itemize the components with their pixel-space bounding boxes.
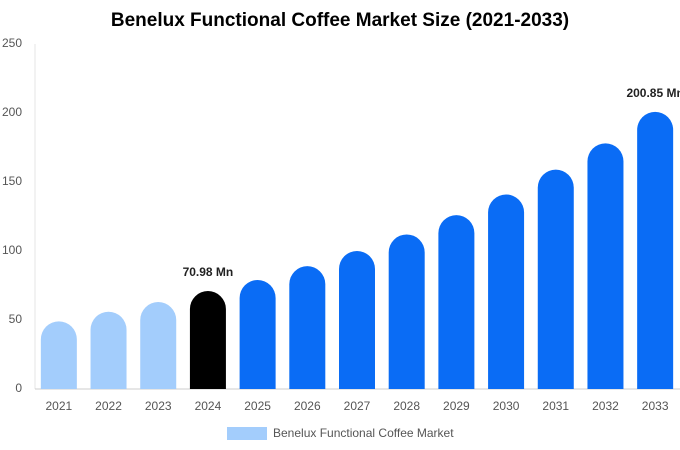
x-tick-label: 2026 bbox=[294, 399, 321, 413]
chart-title: Benelux Functional Coffee Market Size (2… bbox=[111, 10, 569, 31]
y-tick-label: 50 bbox=[9, 312, 23, 326]
x-tick-label: 2031 bbox=[542, 399, 569, 413]
bar bbox=[90, 311, 127, 389]
bar bbox=[40, 321, 77, 389]
y-tick-label: 150 bbox=[2, 174, 22, 188]
legend-label: Benelux Functional Coffee Market bbox=[273, 426, 454, 440]
bar bbox=[239, 279, 276, 389]
x-tick-label: 2028 bbox=[393, 399, 420, 413]
value-label: 70.98 Mn bbox=[183, 265, 234, 279]
bar bbox=[537, 169, 574, 389]
bar bbox=[388, 234, 425, 389]
bar bbox=[189, 291, 226, 389]
x-tick-label: 2023 bbox=[145, 399, 172, 413]
bar bbox=[140, 302, 177, 389]
x-tick-label: 2024 bbox=[195, 399, 222, 413]
x-tick-label: 2027 bbox=[344, 399, 371, 413]
bar bbox=[289, 266, 326, 389]
y-tick-label: 0 bbox=[15, 381, 22, 395]
x-tick-label: 2022 bbox=[95, 399, 122, 413]
x-tick-label: 2030 bbox=[493, 399, 520, 413]
bar bbox=[438, 215, 475, 389]
value-label: 200.85 Mn bbox=[626, 86, 680, 100]
bar bbox=[587, 143, 624, 389]
bar bbox=[339, 251, 375, 389]
legend-swatch bbox=[227, 427, 267, 440]
y-tick-label: 200 bbox=[2, 105, 22, 119]
bar bbox=[637, 111, 674, 389]
x-tick-label: 2029 bbox=[443, 399, 470, 413]
y-tick-label: 100 bbox=[2, 243, 22, 257]
x-tick-label: 2033 bbox=[642, 399, 669, 413]
bar bbox=[488, 194, 525, 389]
y-tick-label: 250 bbox=[2, 36, 22, 50]
x-tick-label: 2021 bbox=[45, 399, 72, 413]
x-tick-label: 2032 bbox=[592, 399, 619, 413]
x-tick-label: 2025 bbox=[244, 399, 271, 413]
